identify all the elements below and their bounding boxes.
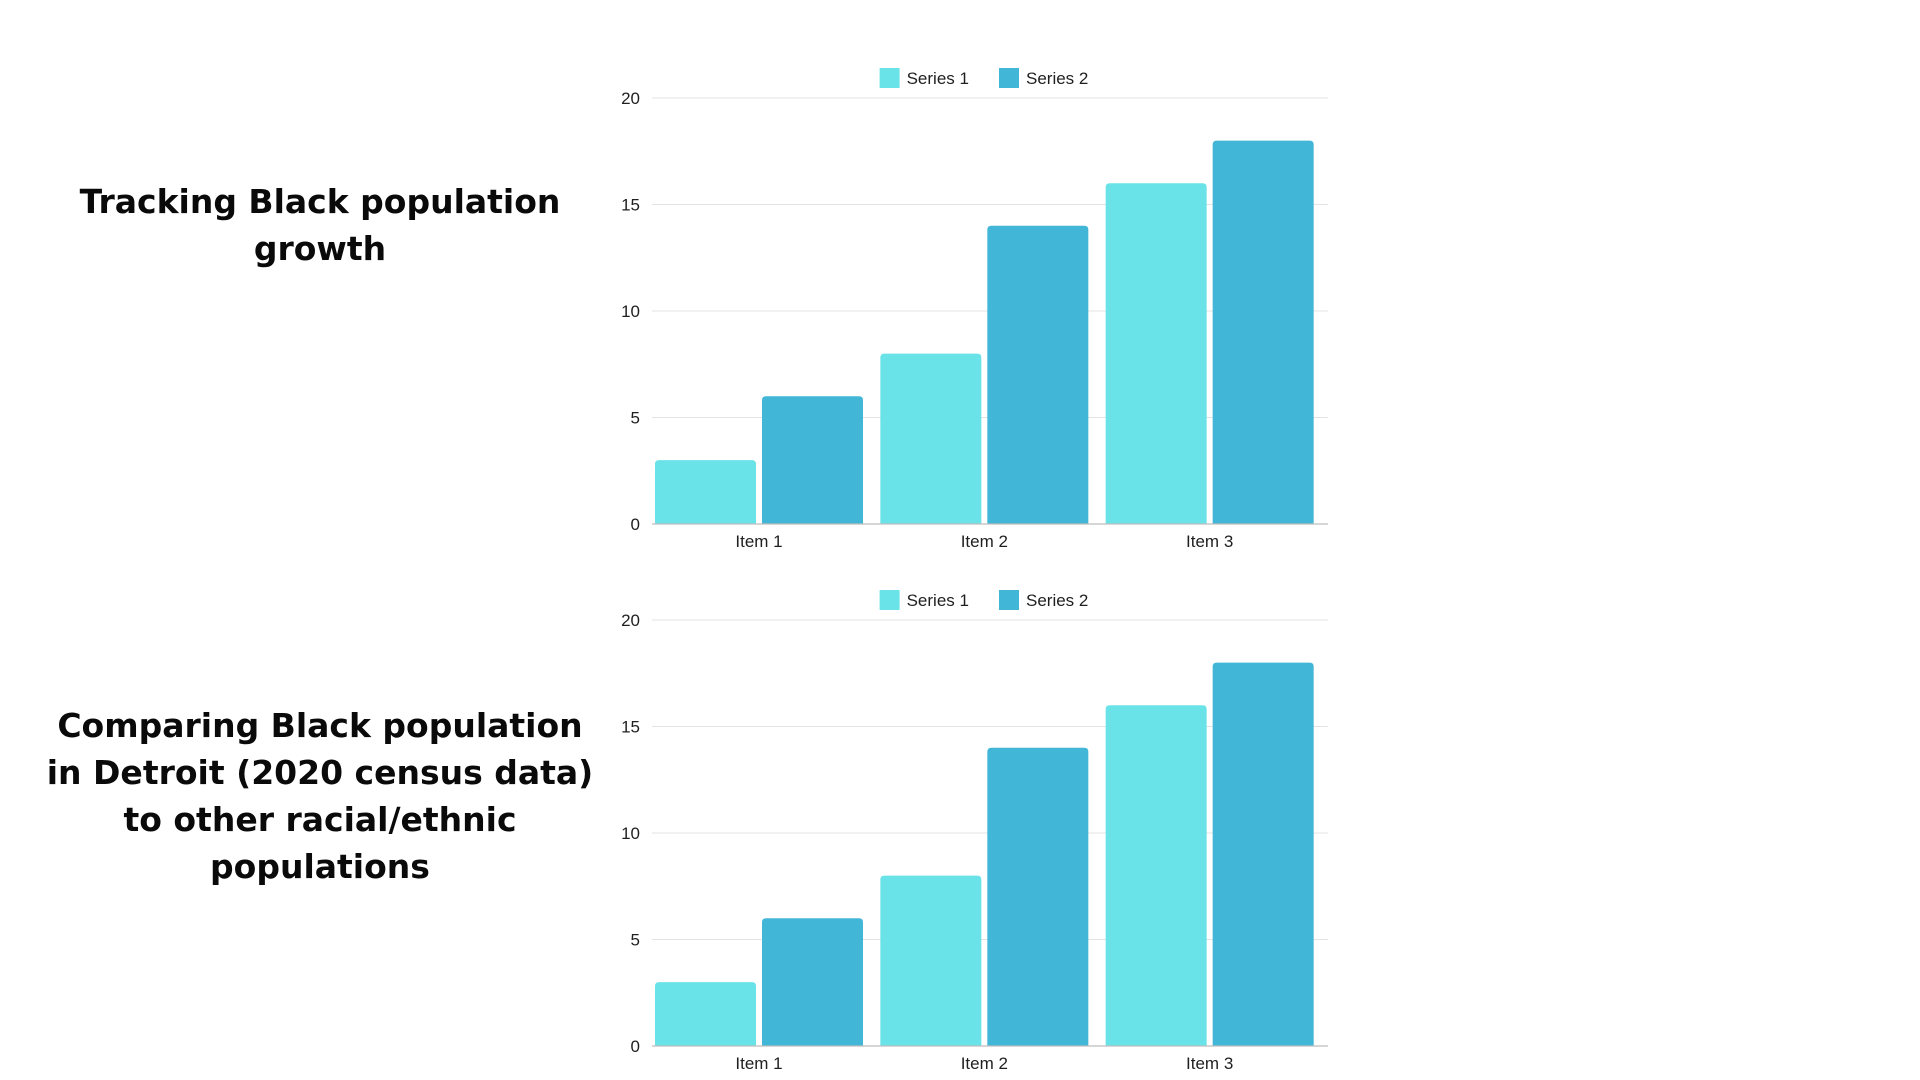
x-category-label: Item 3 bbox=[1186, 1054, 1233, 1073]
y-tick-label: 15 bbox=[621, 196, 640, 215]
y-tick-label: 10 bbox=[621, 302, 640, 321]
bar-series-2 bbox=[987, 747, 1089, 1046]
legend-swatch bbox=[879, 590, 900, 610]
chart-2-heading: Comparing Black population in Detroit (2… bbox=[46, 706, 594, 886]
bar-series-1 bbox=[655, 460, 756, 524]
bar-series-2 bbox=[987, 225, 1089, 525]
y-tick-label: 20 bbox=[621, 611, 640, 630]
bar-series-1 bbox=[655, 982, 756, 1046]
bar-series-2 bbox=[762, 918, 863, 1046]
x-category-label: Item 1 bbox=[735, 532, 782, 551]
legend-swatch bbox=[879, 68, 900, 88]
legend-label: Series 2 bbox=[1026, 591, 1088, 610]
legend-label: Series 1 bbox=[907, 69, 969, 88]
y-tick-label: 15 bbox=[621, 718, 640, 737]
chart-2: 0 5 10 15 20 Item 1 Item 2 Item 3 Series 1 Series… bbox=[621, 590, 1328, 1073]
y-tick-label: 10 bbox=[621, 824, 640, 843]
bar-series-2 bbox=[762, 396, 863, 524]
y-tick-label: 20 bbox=[621, 89, 640, 108]
legend-label: Series 2 bbox=[1026, 69, 1088, 88]
x-category-label: Item 3 bbox=[1186, 532, 1233, 551]
x-category-label: Item 1 bbox=[735, 1054, 782, 1073]
bar-series-2 bbox=[1212, 662, 1314, 1046]
bar-series-1 bbox=[1105, 183, 1207, 524]
legend-label: Series 1 bbox=[907, 591, 969, 610]
bar-series-2 bbox=[1212, 140, 1314, 524]
y-tick-label: 0 bbox=[631, 1037, 640, 1056]
bar-series-1 bbox=[1105, 705, 1207, 1046]
x-category-label: Item 2 bbox=[961, 532, 1008, 551]
chart-1: 0 5 10 15 20 Item 1 Item 2 Item 3 Series 1 Series… bbox=[621, 68, 1328, 551]
legend-swatch bbox=[999, 68, 1019, 88]
bar-series-1 bbox=[880, 875, 982, 1046]
y-tick-label: 5 bbox=[631, 409, 640, 428]
y-tick-label: 0 bbox=[631, 515, 640, 534]
chart-1-heading: Tracking Black population growth bbox=[79, 182, 561, 268]
bar-series-1 bbox=[880, 353, 982, 524]
x-category-label: Item 2 bbox=[961, 1054, 1008, 1073]
legend-swatch bbox=[999, 590, 1019, 610]
y-tick-label: 5 bbox=[631, 931, 640, 950]
